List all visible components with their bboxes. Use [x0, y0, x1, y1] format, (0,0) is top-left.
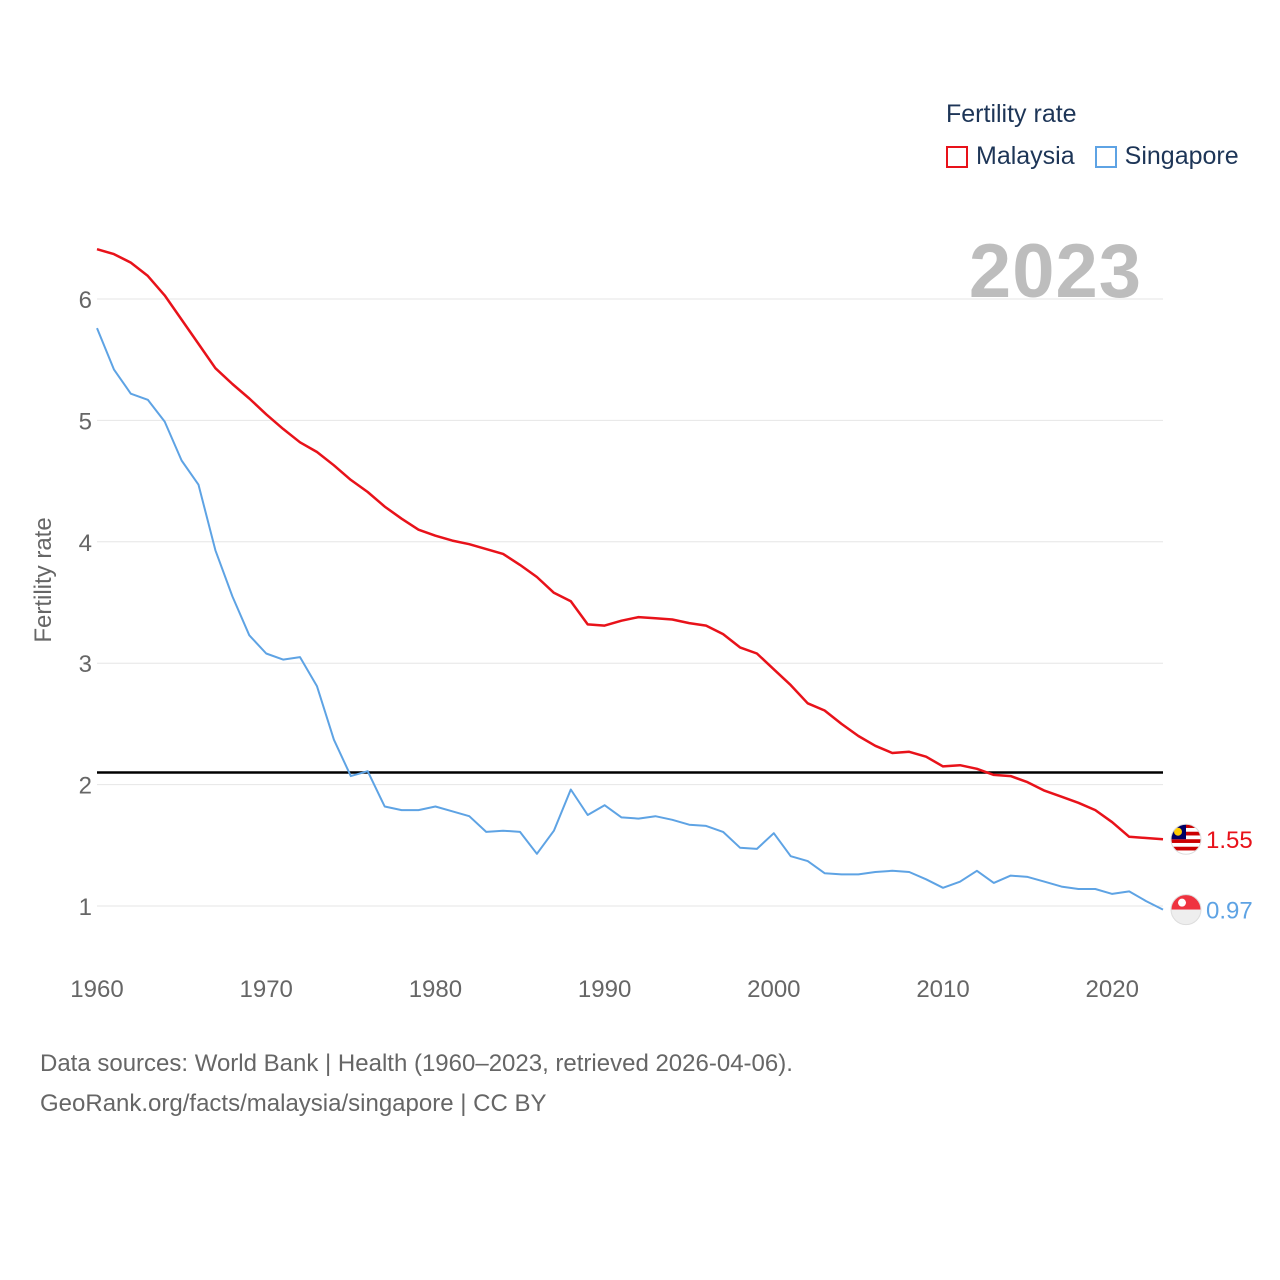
x-tick-label-2010: 2010 — [916, 976, 969, 1003]
legend: Malaysia Singapore — [946, 142, 1259, 171]
legend-title: Fertility rate — [946, 100, 1077, 128]
y-tick-label-2: 2 — [79, 773, 92, 800]
end-markers: 1.55 0.97 — [1170, 823, 1253, 926]
x-tick-label-1960: 1960 — [70, 976, 123, 1003]
series-layer — [96, 247, 1164, 911]
x-tick-label-2020: 2020 — [1086, 976, 1139, 1003]
x-tick-labels: 1960 1970 1980 1990 2000 2010 2020 — [70, 976, 1139, 1003]
x-tick-label-2000: 2000 — [747, 976, 800, 1003]
y-tick-label-6: 6 — [79, 287, 92, 314]
y-tick-label-1: 1 — [79, 894, 92, 921]
legend-label-singapore: Singapore — [1124, 142, 1239, 170]
end-label-singapore: 0.97 — [1206, 898, 1253, 925]
y-tick-labels: 1 2 3 4 5 6 — [79, 287, 92, 921]
y-tick-label-3: 3 — [79, 651, 92, 678]
flag-icon-singapore — [1170, 894, 1202, 926]
legend-swatch-malaysia — [946, 145, 968, 168]
flag-icon-malaysia — [1170, 823, 1202, 855]
legend-item-singapore[interactable]: Singapore — [1094, 142, 1239, 171]
legend-item-malaysia[interactable]: Malaysia — [946, 142, 1075, 171]
y-axis-label: Fertility rate — [30, 517, 57, 642]
y-tick-label-4: 4 — [79, 530, 92, 557]
x-tick-label-1970: 1970 — [240, 976, 293, 1003]
year-label: 2023 — [968, 229, 1142, 314]
series-line-malaysia[interactable] — [96, 247, 1164, 841]
grid-lines — [97, 298, 1163, 907]
legend-swatch-singapore — [1094, 145, 1117, 168]
source-line-2[interactable]: GeoRank.org/facts/malaysia/singapore | C… — [40, 1090, 547, 1117]
end-label-malaysia: 1.55 — [1206, 827, 1253, 854]
x-tick-label-1990: 1990 — [578, 976, 631, 1003]
source-note: Data sources: World Bank | Health (1960–… — [40, 1044, 793, 1124]
y-tick-label-5: 5 — [79, 408, 92, 435]
legend-label-malaysia: Malaysia — [976, 142, 1075, 170]
x-tick-label-1980: 1980 — [409, 976, 462, 1003]
source-line-1: Data sources: World Bank | Health (1960–… — [40, 1050, 793, 1077]
series-line-singapore[interactable] — [96, 327, 1164, 911]
